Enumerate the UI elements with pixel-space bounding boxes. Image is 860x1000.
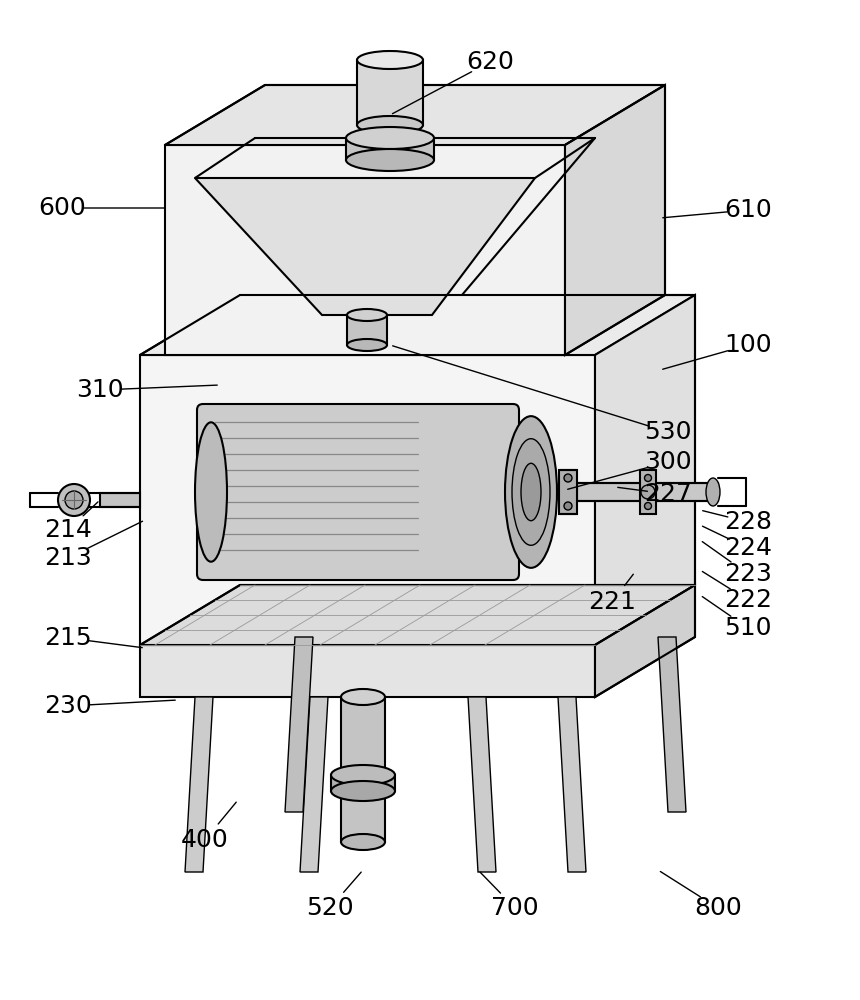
Text: 214: 214 — [44, 518, 92, 542]
Ellipse shape — [505, 416, 557, 568]
Text: 700: 700 — [491, 896, 539, 920]
Ellipse shape — [346, 149, 434, 171]
Ellipse shape — [357, 116, 423, 134]
Polygon shape — [346, 138, 434, 160]
Bar — [640, 470, 656, 514]
Bar — [559, 470, 577, 514]
Text: 215: 215 — [44, 626, 92, 650]
Polygon shape — [357, 60, 423, 125]
Polygon shape — [100, 493, 140, 507]
Ellipse shape — [65, 491, 83, 509]
Ellipse shape — [512, 439, 550, 545]
Circle shape — [644, 502, 652, 510]
Polygon shape — [140, 645, 595, 697]
Polygon shape — [185, 697, 213, 872]
Text: 600: 600 — [38, 196, 86, 220]
Ellipse shape — [521, 463, 541, 521]
Text: 224: 224 — [724, 536, 772, 560]
Ellipse shape — [346, 127, 434, 149]
Text: 620: 620 — [466, 50, 514, 74]
Ellipse shape — [331, 765, 395, 785]
Text: 222: 222 — [724, 588, 772, 612]
Polygon shape — [300, 697, 328, 872]
Text: 223: 223 — [724, 562, 772, 586]
Text: 227: 227 — [644, 482, 692, 506]
Circle shape — [564, 502, 572, 510]
Text: 100: 100 — [724, 333, 771, 357]
Ellipse shape — [347, 309, 387, 321]
Text: 520: 520 — [306, 896, 353, 920]
Polygon shape — [595, 585, 695, 697]
Ellipse shape — [58, 484, 90, 516]
Polygon shape — [565, 85, 665, 355]
Circle shape — [644, 475, 652, 482]
Text: 530: 530 — [644, 420, 691, 444]
Ellipse shape — [195, 422, 227, 562]
Polygon shape — [140, 585, 695, 645]
Text: 300: 300 — [644, 450, 691, 474]
Text: 310: 310 — [77, 378, 124, 402]
Circle shape — [641, 485, 655, 499]
Polygon shape — [165, 85, 665, 145]
Text: 213: 213 — [44, 546, 92, 570]
Text: 510: 510 — [724, 616, 771, 640]
Text: 400: 400 — [181, 828, 229, 852]
Ellipse shape — [341, 834, 385, 850]
Polygon shape — [165, 145, 565, 355]
Ellipse shape — [357, 51, 423, 69]
Text: 221: 221 — [588, 590, 636, 614]
Polygon shape — [331, 775, 395, 791]
Polygon shape — [595, 295, 695, 645]
Ellipse shape — [347, 339, 387, 351]
Ellipse shape — [706, 478, 720, 506]
Polygon shape — [558, 697, 586, 872]
FancyBboxPatch shape — [197, 404, 519, 580]
Text: 228: 228 — [724, 510, 772, 534]
Text: 800: 800 — [694, 896, 742, 920]
Ellipse shape — [331, 781, 395, 801]
Polygon shape — [195, 178, 535, 315]
Text: 230: 230 — [44, 694, 92, 718]
Ellipse shape — [341, 689, 385, 705]
Polygon shape — [341, 697, 385, 842]
Polygon shape — [140, 355, 595, 645]
Polygon shape — [658, 637, 686, 812]
Polygon shape — [140, 295, 695, 355]
Text: 610: 610 — [724, 198, 772, 222]
Polygon shape — [468, 697, 496, 872]
Polygon shape — [347, 315, 387, 345]
Circle shape — [564, 474, 572, 482]
Polygon shape — [285, 637, 313, 812]
Polygon shape — [577, 483, 718, 501]
